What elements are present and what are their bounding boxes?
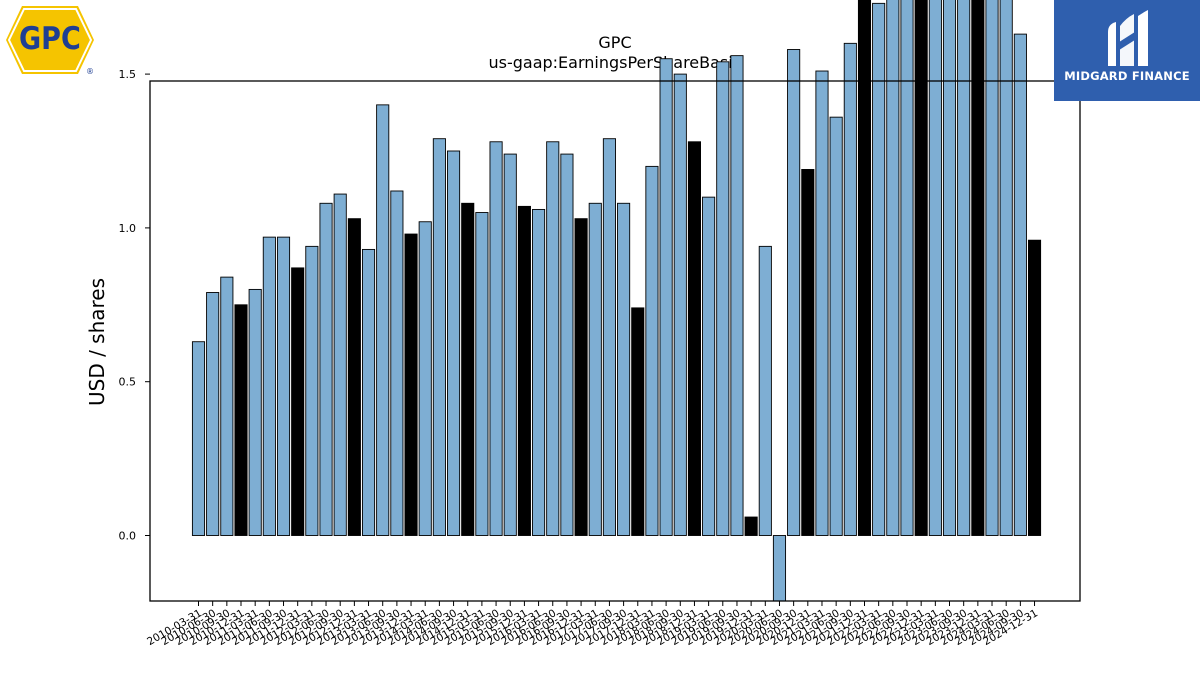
bar-2011-12-31 xyxy=(291,267,305,536)
bar-2012-09-30 xyxy=(333,193,347,536)
bar-2015-09-30 xyxy=(503,153,517,536)
bar-2022-03-31 xyxy=(872,2,886,536)
bar-2010-03-31 xyxy=(191,341,206,536)
bar-2012-03-31 xyxy=(305,245,319,536)
midgard-finance-logo: MIDGARD FINANCE xyxy=(1054,0,1200,101)
y-tick-label: 1.0 xyxy=(119,222,137,235)
svg-text:GPC: GPC xyxy=(19,20,81,57)
bar-2011-06-30 xyxy=(262,236,276,536)
y-axis: 0.00.51.01.52.02.5 xyxy=(119,68,150,543)
midgard-mark-icon xyxy=(1108,10,1148,66)
bar-2019-06-30 xyxy=(716,61,730,536)
bar-2019-09-30 xyxy=(730,55,744,536)
bar-2012-06-30 xyxy=(319,202,333,536)
bar-2024-12-31 xyxy=(1027,239,1042,536)
bar-2016-12-31 xyxy=(574,218,588,536)
bar-2013-12-31 xyxy=(404,233,418,536)
bar-2016-06-30 xyxy=(546,141,560,536)
plot-frame xyxy=(149,80,1081,602)
bar-2024-06-30 xyxy=(999,0,1013,536)
bar-2021-06-30 xyxy=(829,116,843,536)
x-axis: 2010-03-312010-06-302010-09-302010-12-31… xyxy=(145,601,1040,648)
y-tick-label: 1.5 xyxy=(119,68,137,81)
bar-2016-09-30 xyxy=(560,153,574,536)
bar-2018-06-30 xyxy=(659,58,673,536)
bar-2017-09-30 xyxy=(617,202,631,536)
bar-2023-12-31 xyxy=(971,0,985,536)
bar-2019-12-31 xyxy=(744,516,758,536)
y-tick-label: 0.5 xyxy=(119,376,137,389)
bar-2017-03-31 xyxy=(588,202,602,536)
bar-2010-06-30 xyxy=(206,292,220,536)
bar-2015-03-31 xyxy=(475,212,489,536)
registered-mark: ® xyxy=(86,67,94,76)
bar-2015-06-30 xyxy=(489,141,503,536)
bar-2020-09-30 xyxy=(787,49,801,536)
bar-2017-06-30 xyxy=(602,138,616,536)
bar-2020-12-31 xyxy=(801,169,815,536)
bar-2011-03-31 xyxy=(248,288,262,536)
bar-2020-03-31 xyxy=(758,245,772,536)
bar-2018-12-31 xyxy=(687,141,701,536)
bar-2014-12-31 xyxy=(461,202,475,536)
bar-2015-12-31 xyxy=(517,205,531,536)
bar-2022-06-30 xyxy=(886,0,900,536)
bar-2011-09-30 xyxy=(276,236,291,536)
midgard-brand-text: MIDGARD FINANCE xyxy=(1064,69,1190,83)
chart-title: GPC xyxy=(598,33,631,52)
bar-2018-09-30 xyxy=(673,73,687,536)
bar-2023-03-31 xyxy=(928,0,942,536)
bar-2013-03-31 xyxy=(361,248,376,536)
bar-2024-03-31 xyxy=(985,0,999,536)
bar-2012-12-31 xyxy=(347,218,361,536)
gpc-logo: GPC ® xyxy=(4,4,96,78)
chart-subtitle: us-gaap:EarningsPerShareBasic xyxy=(488,53,741,72)
bar-2022-12-31 xyxy=(914,0,928,536)
bar-2018-03-31 xyxy=(645,165,659,536)
bar-2013-09-30 xyxy=(390,190,404,536)
bar-2017-12-31 xyxy=(631,307,645,536)
bar-2014-03-31 xyxy=(418,221,432,536)
bar-2013-06-30 xyxy=(376,104,390,536)
bar-2023-09-30 xyxy=(957,0,971,536)
bar-2010-09-30 xyxy=(220,276,234,536)
gpc-badge-icon: GPC xyxy=(6,6,94,74)
bar-2014-09-30 xyxy=(447,150,461,536)
bar-2021-12-31 xyxy=(857,0,872,536)
y-axis-label: USD / shares xyxy=(85,278,109,406)
bar-2021-09-30 xyxy=(843,42,857,536)
bar-2020-06-30 xyxy=(772,535,787,602)
y-tick-label: 0.0 xyxy=(119,530,137,543)
bar-2023-06-30 xyxy=(942,0,957,536)
bar-2016-03-31 xyxy=(532,208,546,536)
bar-2019-03-31 xyxy=(702,196,716,536)
bar-2022-09-30 xyxy=(900,0,914,536)
bar-2021-03-31 xyxy=(815,70,829,536)
bars-layer xyxy=(191,0,1042,602)
bar-2014-06-30 xyxy=(432,138,446,536)
bar-2010-12-31 xyxy=(234,304,248,536)
bar-2024-09-30 xyxy=(1013,33,1027,536)
